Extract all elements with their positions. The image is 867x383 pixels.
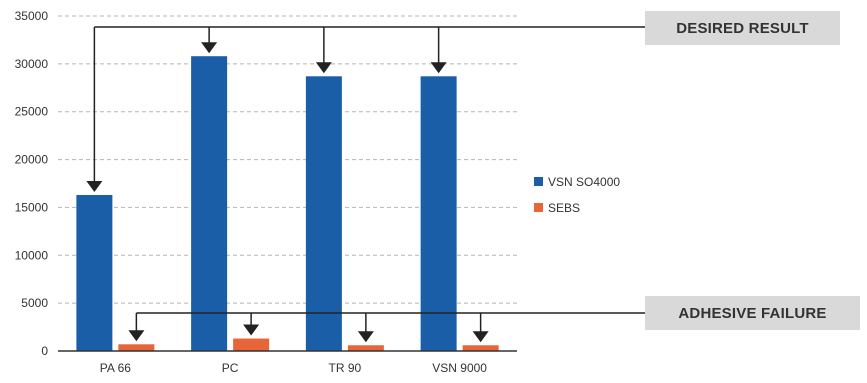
bar-sebs [233, 338, 270, 351]
bar-sebs [347, 345, 384, 351]
y-tick-label: 20000 [15, 153, 49, 167]
callout-label: ADHESIVE FAILURE [678, 305, 826, 322]
y-tick-label: 35000 [15, 9, 49, 23]
callout-box [645, 296, 860, 330]
bars [76, 56, 499, 352]
bar-vsn-so4000 [305, 76, 342, 352]
arrow-down-icon [128, 330, 145, 342]
legend: VSN SO4000 SEBS [534, 175, 620, 215]
y-axis-ticks: 0 5000 10000 15000 20000 25000 30000 35000 [15, 9, 49, 358]
y-tick-label: 5000 [21, 296, 48, 310]
bar-sebs [118, 344, 155, 351]
arrow-down-icon [243, 324, 260, 336]
arrow-down-icon [357, 331, 374, 343]
legend-label: SEBS [548, 201, 580, 215]
legend-swatch [534, 177, 543, 186]
legend-swatch [534, 203, 543, 212]
x-tick-label: PA 66 [100, 361, 131, 375]
x-tick-label: VSN 9000 [432, 361, 487, 375]
arrow-down-icon [86, 180, 103, 192]
y-tick-label: 15000 [15, 200, 49, 214]
arrow-down-icon [472, 331, 489, 343]
bar-vsn-so4000 [191, 56, 228, 351]
x-tick-label: TR 90 [329, 361, 362, 375]
y-tick-label: 25000 [15, 105, 49, 119]
arrow-down-icon [315, 62, 332, 74]
x-tick-label: PC [222, 361, 239, 375]
bar-sebs [462, 345, 499, 351]
bar-vsn-so4000 [76, 194, 113, 351]
callouts: DESIRED RESULT ADHESIVE FAILURE [86, 11, 860, 343]
arrow-down-icon [201, 42, 218, 54]
y-tick-label: 30000 [15, 57, 49, 71]
x-axis-labels: PA 66 PC TR 90 VSN 9000 [100, 361, 487, 375]
arrow-down-icon [430, 62, 447, 74]
callout-box [645, 11, 840, 45]
bar-vsn-so4000 [420, 76, 457, 352]
legend-label: VSN SO4000 [548, 175, 620, 189]
callout-label: DESIRED RESULT [676, 20, 809, 37]
y-tick-label: 10000 [15, 248, 49, 262]
y-tick-label: 0 [41, 344, 48, 358]
